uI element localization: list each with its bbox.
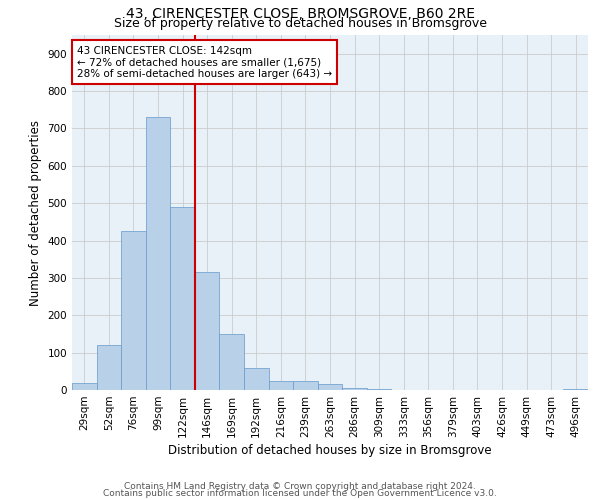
Bar [293, 380, 318, 390]
Text: Contains public sector information licensed under the Open Government Licence v3: Contains public sector information licen… [103, 489, 497, 498]
Bar [563, 389, 588, 390]
Bar [244, 368, 269, 390]
Text: Size of property relative to detached houses in Bromsgrove: Size of property relative to detached ho… [113, 18, 487, 30]
Y-axis label: Number of detached properties: Number of detached properties [29, 120, 42, 306]
Text: 43 CIRENCESTER CLOSE: 142sqm
← 72% of detached houses are smaller (1,675)
28% of: 43 CIRENCESTER CLOSE: 142sqm ← 72% of de… [77, 46, 332, 79]
Text: 43, CIRENCESTER CLOSE, BROMSGROVE, B60 2RE: 43, CIRENCESTER CLOSE, BROMSGROVE, B60 2… [125, 8, 475, 22]
Bar [121, 231, 146, 390]
Bar [342, 388, 367, 390]
Bar [195, 272, 220, 390]
Bar [367, 389, 391, 390]
Bar [146, 117, 170, 390]
Bar [170, 207, 195, 390]
Text: Contains HM Land Registry data © Crown copyright and database right 2024.: Contains HM Land Registry data © Crown c… [124, 482, 476, 491]
X-axis label: Distribution of detached houses by size in Bromsgrove: Distribution of detached houses by size … [168, 444, 492, 457]
Bar [220, 334, 244, 390]
Bar [318, 384, 342, 390]
Bar [269, 380, 293, 390]
Bar [97, 345, 121, 390]
Bar [72, 382, 97, 390]
